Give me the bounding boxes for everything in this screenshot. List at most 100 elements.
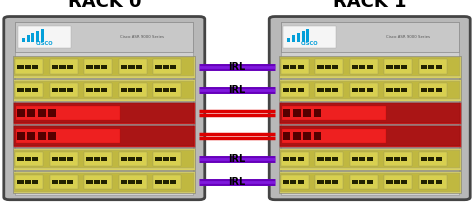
Bar <box>118 152 147 166</box>
Bar <box>48 109 56 117</box>
Bar <box>318 180 324 184</box>
Bar <box>14 103 194 123</box>
Bar <box>332 157 338 161</box>
Bar <box>153 83 182 97</box>
FancyBboxPatch shape <box>269 17 470 200</box>
Bar <box>436 180 442 184</box>
Bar <box>170 180 176 184</box>
Bar <box>22 38 25 42</box>
Bar <box>315 83 343 97</box>
Bar <box>13 148 195 170</box>
Bar <box>32 65 38 69</box>
Text: Cisco ASR 9000 Series: Cisco ASR 9000 Series <box>120 35 164 39</box>
Bar <box>314 132 321 141</box>
Bar <box>283 26 336 48</box>
Bar <box>428 180 435 184</box>
Text: CISCO: CISCO <box>35 41 53 46</box>
Bar <box>325 65 331 69</box>
Bar <box>27 132 35 141</box>
Bar <box>384 59 412 74</box>
Bar <box>282 129 386 143</box>
Bar <box>136 180 142 184</box>
Bar <box>121 157 127 161</box>
Bar <box>13 56 195 78</box>
Bar <box>67 157 73 161</box>
Bar <box>163 157 169 161</box>
Bar <box>136 157 142 161</box>
Bar <box>121 88 127 92</box>
Bar <box>15 175 44 189</box>
Bar <box>52 65 58 69</box>
Bar <box>279 102 461 124</box>
Bar <box>101 88 108 92</box>
Bar <box>25 88 31 92</box>
Bar <box>298 157 304 161</box>
Bar <box>421 180 427 184</box>
Bar <box>421 65 427 69</box>
Bar <box>118 175 147 189</box>
Bar <box>84 152 112 166</box>
Bar <box>419 83 447 97</box>
Bar <box>384 175 412 189</box>
Bar <box>163 88 169 92</box>
Bar <box>366 65 373 69</box>
Bar <box>292 35 295 42</box>
Bar <box>50 59 78 74</box>
Bar <box>428 157 435 161</box>
Bar <box>14 57 194 76</box>
Bar <box>281 152 309 166</box>
Bar <box>290 65 296 69</box>
Bar <box>421 88 427 92</box>
Bar <box>352 88 358 92</box>
Bar <box>59 157 65 161</box>
Bar <box>101 157 108 161</box>
Bar <box>18 88 24 92</box>
Bar <box>318 88 324 92</box>
Bar <box>315 152 343 166</box>
Bar <box>298 65 304 69</box>
Bar <box>52 157 58 161</box>
Bar <box>352 65 358 69</box>
Text: IRL: IRL <box>228 154 246 164</box>
Bar <box>332 180 338 184</box>
Bar <box>386 65 392 69</box>
Bar <box>13 125 195 147</box>
Bar <box>13 79 195 101</box>
Bar <box>279 172 461 193</box>
Bar <box>32 88 38 92</box>
Bar <box>282 106 386 120</box>
Bar <box>283 65 289 69</box>
Bar <box>366 88 373 92</box>
Bar <box>421 157 427 161</box>
Bar <box>332 65 338 69</box>
Bar <box>283 157 289 161</box>
Bar <box>153 152 182 166</box>
Bar <box>27 35 29 42</box>
Text: Cisco ASR 9000 Series: Cisco ASR 9000 Series <box>386 35 429 39</box>
Bar <box>280 150 460 169</box>
Bar <box>280 103 460 123</box>
Bar <box>170 88 176 92</box>
Bar <box>67 88 73 92</box>
Bar <box>86 157 93 161</box>
Bar <box>350 83 378 97</box>
Bar <box>59 180 65 184</box>
Text: CISCO: CISCO <box>301 41 319 46</box>
Bar <box>283 88 289 92</box>
Bar <box>153 59 182 74</box>
Bar <box>18 157 24 161</box>
Bar <box>359 157 365 161</box>
Bar <box>163 180 169 184</box>
Bar <box>17 132 25 141</box>
Bar <box>155 157 162 161</box>
Bar <box>25 65 31 69</box>
Bar <box>36 31 39 42</box>
Bar <box>281 22 459 52</box>
Bar <box>18 26 71 48</box>
Bar <box>384 152 412 166</box>
Bar <box>325 88 331 92</box>
Bar <box>136 65 142 69</box>
Bar <box>279 56 461 78</box>
Bar <box>118 83 147 97</box>
Bar <box>50 83 78 97</box>
